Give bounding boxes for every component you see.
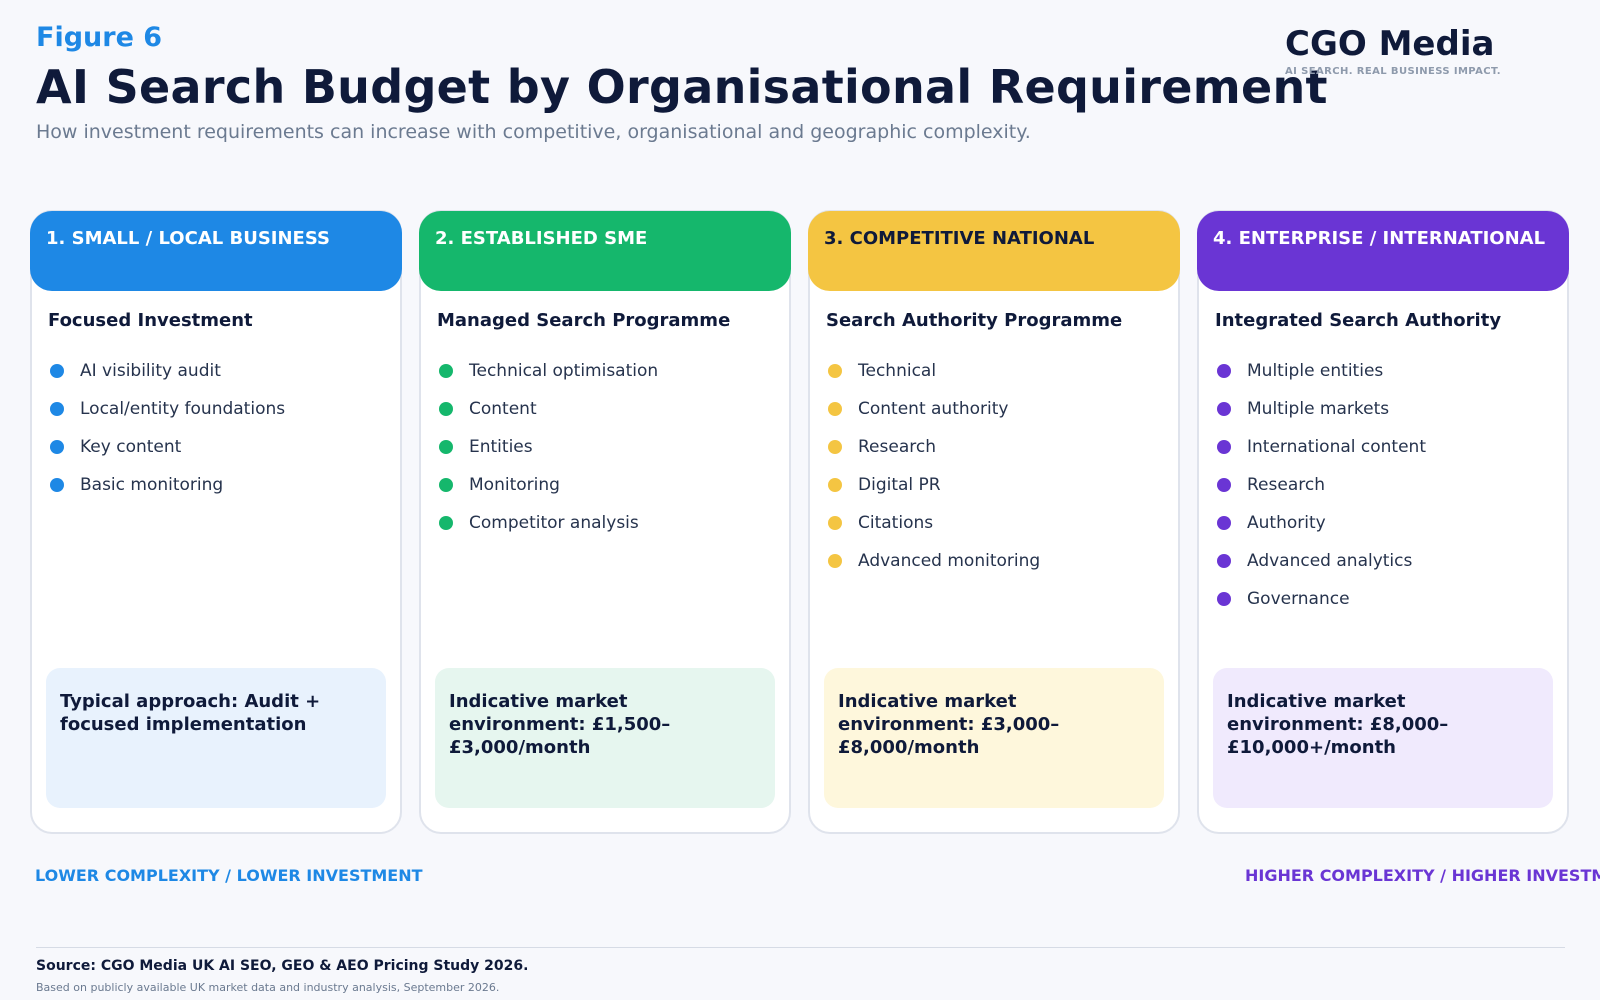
source-note: Based on publicly available UK market da… <box>36 981 500 994</box>
tier-note: Indicative market environment: £3,000–£8… <box>824 668 1164 808</box>
tier-item: International content <box>1217 428 1557 466</box>
tier-heading: 1. SMALL / LOCAL BUSINESS <box>30 211 402 291</box>
tier-item: Digital PR <box>828 466 1168 504</box>
tier-item-label: Research <box>858 437 936 457</box>
bullet-dot-icon <box>1217 478 1231 492</box>
tier-card-established-sme: 2. ESTABLISHED SME Managed Search Progra… <box>419 210 791 834</box>
scale-label-higher: HIGHER COMPLEXITY / HIGHER INVESTMENT <box>1245 866 1600 885</box>
brand-tagline: AI SEARCH. REAL BUSINESS IMPACT. <box>1285 66 1501 77</box>
tier-item: Entities <box>439 428 779 466</box>
tier-item: Local/entity foundations <box>50 390 390 428</box>
tier-item-list: Technical Content authority Research Digita… <box>828 352 1168 580</box>
tier-item: Technical <box>828 352 1168 390</box>
bullet-dot-icon <box>439 402 453 416</box>
bullet-dot-icon <box>828 402 842 416</box>
bullet-dot-icon <box>1217 440 1231 454</box>
tier-item-label: AI visibility audit <box>80 361 221 381</box>
tier-item-label: Basic monitoring <box>80 475 224 495</box>
tier-heading: 3. COMPETITIVE NATIONAL <box>808 211 1180 291</box>
bullet-dot-icon <box>828 554 842 568</box>
tier-item-label: Content <box>469 399 537 419</box>
bullet-dot-icon <box>828 478 842 492</box>
tier-item-label: Entities <box>469 437 533 457</box>
brand-name: CGO Media <box>1285 24 1495 64</box>
tier-item-label: Multiple entities <box>1247 361 1384 381</box>
bullet-dot-icon <box>50 478 64 492</box>
bullet-dot-icon <box>439 440 453 454</box>
tier-item-label: Digital PR <box>858 475 941 495</box>
tier-item: Content authority <box>828 390 1168 428</box>
bullet-dot-icon <box>828 364 842 378</box>
tier-item: Basic monitoring <box>50 466 390 504</box>
tier-note: Indicative market environment: £8,000–£1… <box>1213 668 1553 808</box>
bullet-dot-icon <box>439 516 453 530</box>
tier-item: Competitor analysis <box>439 504 779 542</box>
bullet-dot-icon <box>1217 592 1231 606</box>
bullet-dot-icon <box>828 516 842 530</box>
tier-item-label: Content authority <box>858 399 1009 419</box>
bullet-dot-icon <box>1217 402 1231 416</box>
tier-item-list: Multiple entities Multiple markets Interna… <box>1217 352 1557 618</box>
tier-item-list: AI visibility audit Local/entity foundati… <box>50 352 390 504</box>
tier-subheading: Focused Investment <box>48 310 253 331</box>
tier-item-label: Advanced analytics <box>1247 551 1413 571</box>
bullet-dot-icon <box>50 402 64 416</box>
page-title: AI Search Budget by Organisational Requi… <box>36 60 1328 114</box>
tier-item-list: Technical optimisation Content Entities Mon… <box>439 352 779 542</box>
brand-logo: CGO Media AI SEARCH. REAL BUSINESS IMPAC… <box>1285 24 1501 77</box>
bullet-dot-icon <box>1217 364 1231 378</box>
tier-heading: 2. ESTABLISHED SME <box>419 211 791 291</box>
bullet-dot-icon <box>1217 516 1231 530</box>
bullet-dot-icon <box>439 364 453 378</box>
tier-heading: 4. ENTERPRISE / INTERNATIONAL <box>1197 211 1569 291</box>
tier-item-label: Competitor analysis <box>469 513 639 533</box>
tier-subheading: Integrated Search Authority <box>1215 310 1502 331</box>
tier-item: Governance <box>1217 580 1557 618</box>
tier-item: Key content <box>50 428 390 466</box>
tier-card-small-local: 1. SMALL / LOCAL BUSINESS Focused Invest… <box>30 210 402 834</box>
tier-item-label: Multiple markets <box>1247 399 1390 419</box>
tier-item: Technical optimisation <box>439 352 779 390</box>
tier-subheading: Managed Search Programme <box>437 310 731 331</box>
tier-item-label: Technical optimisation <box>469 361 659 381</box>
tier-item-label: International content <box>1247 437 1426 457</box>
scale-label-lower: LOWER COMPLEXITY / LOWER INVESTMENT <box>35 866 423 885</box>
tier-card-competitive-national: 3. COMPETITIVE NATIONAL Search Authority… <box>808 210 1180 834</box>
tier-item: Monitoring <box>439 466 779 504</box>
page-subtitle: How investment requirements can increase… <box>36 121 1031 143</box>
tier-subheading: Search Authority Programme <box>826 310 1123 331</box>
tier-item: Citations <box>828 504 1168 542</box>
tier-item-label: Advanced monitoring <box>858 551 1041 571</box>
tier-item-label: Technical <box>858 361 937 381</box>
tier-item: Advanced monitoring <box>828 542 1168 580</box>
tier-item: Research <box>1217 466 1557 504</box>
tier-item: Advanced analytics <box>1217 542 1557 580</box>
figure-label: Figure 6 <box>36 22 163 53</box>
tier-item-label: Authority <box>1247 513 1326 533</box>
tier-note: Indicative market environment: £1,500–£3… <box>435 668 775 808</box>
tier-item-label: Research <box>1247 475 1325 495</box>
bullet-dot-icon <box>50 440 64 454</box>
tier-item-label: Governance <box>1247 589 1350 609</box>
tier-item: AI visibility audit <box>50 352 390 390</box>
tier-item-label: Key content <box>80 437 182 457</box>
tier-item: Content <box>439 390 779 428</box>
tier-item: Authority <box>1217 504 1557 542</box>
tier-item: Multiple entities <box>1217 352 1557 390</box>
source-citation: Source: CGO Media UK AI SEO, GEO & AEO P… <box>36 958 529 974</box>
bullet-dot-icon <box>1217 554 1231 568</box>
footer-divider <box>36 947 1565 948</box>
bullet-dot-icon <box>439 478 453 492</box>
tier-item: Research <box>828 428 1168 466</box>
tier-item-label: Citations <box>858 513 934 533</box>
bullet-dot-icon <box>828 440 842 454</box>
tier-item-label: Monitoring <box>469 475 560 495</box>
tier-item: Multiple markets <box>1217 390 1557 428</box>
tier-item-label: Local/entity foundations <box>80 399 286 419</box>
bullet-dot-icon <box>50 364 64 378</box>
tier-card-enterprise-international: 4. ENTERPRISE / INTERNATIONAL Integrated… <box>1197 210 1569 834</box>
tier-note: Typical approach: Audit + focused implem… <box>46 668 386 808</box>
